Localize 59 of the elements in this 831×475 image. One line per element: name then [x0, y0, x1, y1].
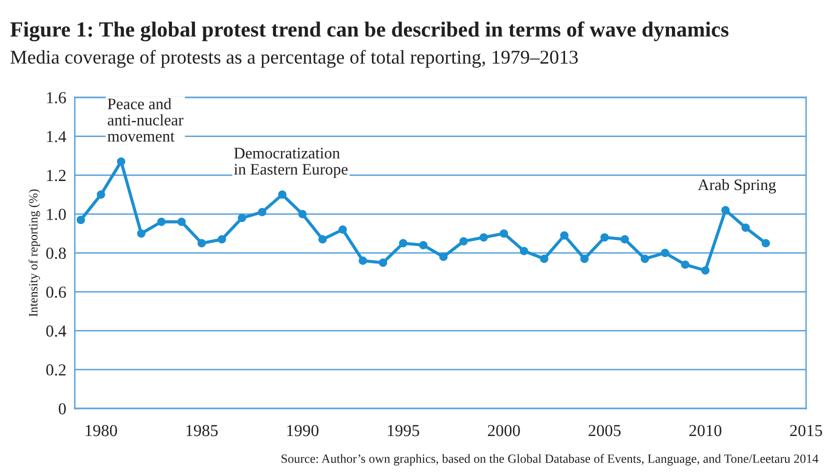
x-tick-label: 2015 [790, 424, 822, 436]
point [762, 239, 770, 248]
y-tick-label: 0.2 [46, 364, 66, 376]
y-tick-label: 1.0 [47, 208, 66, 220]
y-tick-label: 1.6 [47, 92, 66, 104]
point [701, 266, 710, 275]
y-tick-label: 0.6 [46, 286, 66, 298]
point [96, 190, 106, 199]
point [419, 240, 428, 250]
x-tick-label: 2005 [588, 424, 621, 436]
x-tick-label: 1980 [86, 424, 118, 436]
x-tick-label: 2000 [488, 424, 520, 436]
point [157, 218, 166, 226]
point [358, 256, 368, 265]
point [660, 248, 670, 258]
y-axis-title: Intensity of reporting (%) [28, 189, 40, 317]
point [318, 235, 327, 244]
point [600, 233, 609, 242]
point [238, 214, 246, 222]
point [459, 237, 468, 246]
point [500, 229, 508, 238]
y-tick-label: 0.4 [46, 325, 66, 337]
point [116, 157, 126, 166]
point [520, 246, 528, 256]
point [278, 190, 286, 199]
y-tick-label: 0 [58, 403, 66, 414]
point [258, 208, 266, 216]
point [218, 235, 226, 244]
point [298, 210, 307, 218]
point [721, 206, 730, 214]
y-tick-label: 1.4 [47, 131, 66, 142]
point [177, 218, 186, 226]
annotation: Arab Spring [698, 178, 776, 194]
point [137, 229, 146, 238]
x-tick-label: 1990 [287, 424, 318, 436]
chart-title: Figure 1: The global protest trend can be described in terms of wave dynamics [10, 21, 728, 42]
point [741, 223, 750, 232]
point [198, 239, 206, 248]
point [540, 254, 548, 263]
point [338, 225, 347, 234]
x-tick-label: 1985 [186, 424, 218, 436]
point [681, 260, 690, 269]
annotation: Peace and anti-nuclear movement [108, 98, 184, 142]
chart-subtitle: Media coverage of protests as a percentage of total reporting, 1979–2013 [10, 50, 578, 68]
point [640, 254, 650, 263]
point [580, 254, 589, 263]
point [560, 231, 568, 240]
point [76, 216, 85, 224]
point [480, 233, 488, 242]
point [378, 258, 388, 267]
annotation: Democratization in Eastern Europe [234, 148, 348, 178]
y-tick-label: 0.8 [46, 248, 66, 259]
x-tick-label: 2010 [689, 424, 722, 436]
y-tick-label: 1.2 [47, 170, 66, 182]
point [620, 235, 629, 244]
point [439, 252, 448, 261]
x-tick-label: 1995 [388, 425, 420, 436]
source-note: Source: Author’s own graphics, based on the Global Database of Events, Language, and Tone/Leetaru 2014 [282, 454, 818, 466]
point [398, 239, 408, 248]
